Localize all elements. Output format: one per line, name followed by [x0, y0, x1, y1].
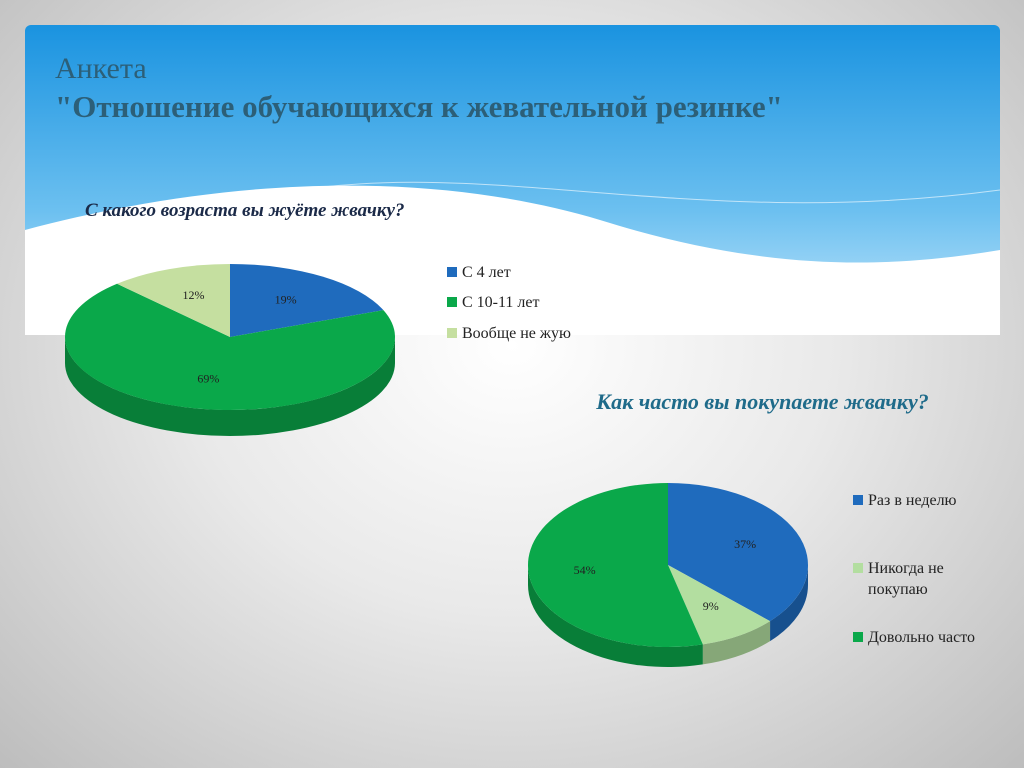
- data-label: 69%: [197, 371, 219, 385]
- pie-slice-side: [528, 565, 703, 667]
- legend-swatch: [447, 297, 457, 307]
- legend-label: С 10-11 лет: [462, 294, 540, 311]
- pie-slice-side: [702, 621, 771, 665]
- wave-line: [299, 181, 1001, 204]
- legend-label: Вообще не жую: [462, 325, 571, 342]
- legend-label: Раз в неделю: [868, 492, 957, 509]
- legend-swatch: [447, 328, 457, 338]
- legend-label: Довольно часто: [868, 629, 976, 646]
- legend-swatch: [853, 632, 863, 642]
- legend-item: С 10-11 лет: [447, 292, 582, 313]
- chart-title: С какого возраста вы жуёте жвачку?: [85, 200, 405, 221]
- legend-swatch: [853, 495, 863, 505]
- pie-slice: [230, 264, 384, 337]
- pie-slice: [64, 283, 395, 411]
- legend-item: Вообще не жую: [447, 323, 582, 344]
- pie-slice-side: [770, 565, 808, 642]
- pie-slice: [117, 264, 230, 337]
- data-label: 9%: [703, 599, 719, 613]
- legend-item: Никогда не покупаю: [853, 558, 993, 600]
- pie-slice: [668, 483, 809, 622]
- slide-title: "Отношение обучающихся к жевательной рез…: [55, 89, 783, 124]
- slide-title: Анкета: [55, 52, 147, 85]
- legend-label: Никогда не покупаю: [868, 560, 944, 598]
- chart-title: Как часто вы покупаете жвачку?: [596, 389, 929, 414]
- pie-slice-side: [65, 337, 395, 436]
- legend-swatch: [447, 267, 457, 277]
- data-label: 12%: [183, 288, 205, 302]
- legend-item: Довольно часто: [853, 627, 993, 648]
- data-label: 37%: [734, 537, 756, 551]
- data-label: 19%: [275, 293, 297, 307]
- data-label: 54%: [574, 563, 596, 577]
- pie-slice: [668, 565, 771, 645]
- pie-slice: [528, 483, 703, 647]
- legend-label: С 4 лет: [462, 264, 511, 281]
- legend-item: Раз в неделю: [853, 490, 993, 511]
- legend-swatch: [853, 563, 863, 573]
- legend-item: С 4 лет: [447, 262, 582, 283]
